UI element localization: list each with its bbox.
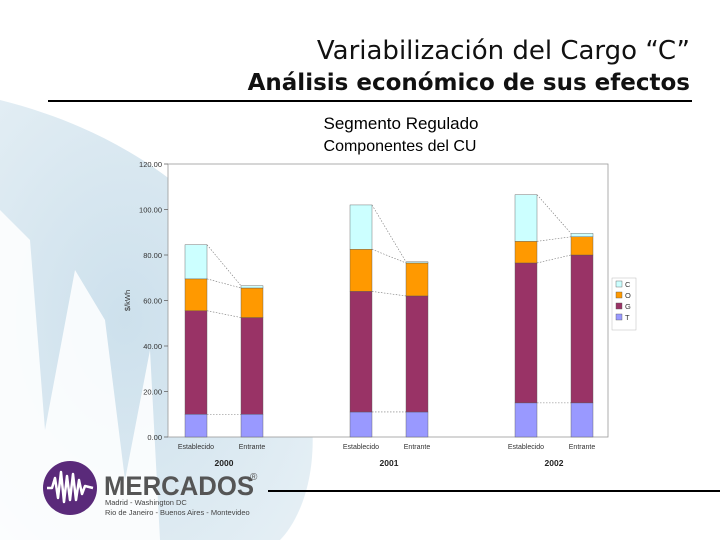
bar-segment-o — [349, 249, 373, 292]
x-tick-label: Establecido — [343, 444, 379, 451]
bar-segment-t — [514, 402, 538, 438]
y-tick-label: 80.00 — [143, 251, 162, 260]
connector-line — [371, 249, 407, 264]
bar-segment-c — [240, 285, 264, 289]
title-divider — [48, 100, 692, 102]
legend-label-c: C — [625, 280, 631, 289]
chart-components-title: Componentes del CU — [323, 138, 477, 155]
y-tick-label: 100.00 — [139, 206, 162, 215]
legend-label-t: T — [625, 313, 630, 322]
bar-segment-c — [184, 244, 208, 280]
logo-cities-line2: Rio de Janeiro - Buenos Aires - Montevid… — [105, 508, 250, 517]
bar-segment-g — [349, 291, 373, 413]
stacked-bar-chart: 0.00 20.00 40.00 60.00 80.00 100.00 120.00 $/kW… — [123, 160, 637, 468]
legend-label-g: G — [625, 302, 631, 311]
bar-segment-o — [570, 236, 594, 256]
bar-segment-t — [405, 411, 429, 438]
y-tick-label: 120.00 — [139, 160, 162, 169]
bar-segment-g — [240, 317, 264, 415]
x-tick-label: Entrante — [239, 444, 266, 451]
x-tick-label: Entrante — [569, 444, 596, 451]
y-tick-label: 20.00 — [143, 388, 162, 397]
bar-segment-o — [405, 262, 429, 297]
bar-segment-g — [184, 310, 208, 415]
bar-segment-t — [349, 411, 373, 438]
y-axis-label: $/kWh — [123, 290, 132, 311]
bar-segment-g — [570, 254, 594, 404]
page-title: Variabilización del Cargo “C” — [316, 36, 690, 66]
bar-segment-t — [240, 414, 264, 438]
bar-segment-c — [405, 261, 429, 264]
legend-swatch-c — [615, 280, 623, 288]
legend-swatch-o — [615, 291, 623, 299]
group-label: 2001 — [380, 458, 399, 468]
chart-segment-title: Segmento Regulado — [323, 114, 479, 133]
bar-segment-c — [570, 233, 594, 237]
bar-segment-o — [514, 241, 538, 264]
y-tick-label: 0.00 — [147, 433, 162, 442]
bar-segment-o — [184, 278, 208, 311]
connector-line — [371, 204, 407, 262]
bar-segment-t — [570, 402, 594, 438]
bar-segment-g — [514, 262, 538, 404]
bar-segment-c — [514, 194, 538, 242]
y-tick-label: 40.00 — [143, 342, 162, 351]
x-tick-label: Establecido — [178, 444, 214, 451]
y-tick-label: 60.00 — [143, 297, 162, 306]
bar-segment-o — [240, 287, 264, 318]
group-label: 2000 — [215, 458, 234, 468]
logo-registered-mark: ® — [250, 472, 258, 483]
logo-cities-line1: Madrid - Washington DC — [105, 498, 187, 507]
bar-segment-g — [405, 295, 429, 413]
logo-wordmark: MERCADOS — [104, 471, 254, 501]
legend-box — [611, 277, 637, 331]
logo-circle-icon — [43, 461, 97, 515]
connector-line — [536, 194, 572, 234]
plot-area — [167, 163, 609, 438]
group-label: 2002 — [545, 458, 564, 468]
legend-label-o: O — [625, 291, 631, 300]
logo-wave-icon — [47, 470, 94, 504]
bar-segment-c — [349, 204, 373, 250]
bar-segment-t — [184, 414, 208, 438]
page-subtitle: Análisis económico de sus efectos — [247, 70, 690, 96]
legend-swatch-t — [615, 313, 623, 321]
x-tick-label: Establecido — [508, 444, 544, 451]
x-tick-label: Entrante — [404, 444, 431, 451]
legend-swatch-g — [615, 302, 623, 310]
mercados-logo: MERCADOS ® Madrid - Washington DC Rio de… — [43, 461, 258, 517]
footer-divider — [268, 490, 720, 492]
